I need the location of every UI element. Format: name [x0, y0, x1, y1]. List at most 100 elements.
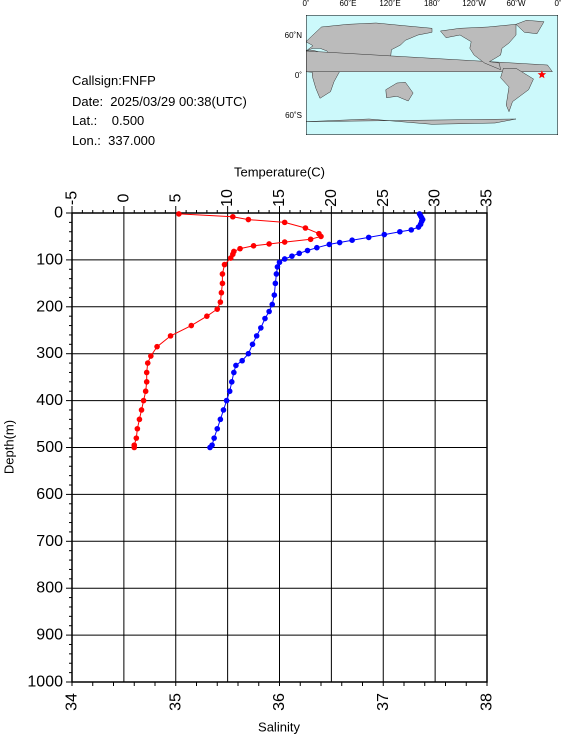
temperature-point — [207, 444, 213, 451]
longitude-label: Lon.: 337.000 — [72, 133, 156, 148]
salinity-axis-title: Salinity — [258, 720, 300, 735]
temperature-point — [245, 350, 252, 357]
map-longitude-label: 180˚ — [424, 0, 440, 8]
temperature-point — [253, 333, 260, 339]
temperature-tick-label: 10 — [219, 189, 236, 207]
temperature-tick-label: 30 — [427, 189, 444, 207]
temperature-point — [415, 224, 422, 230]
temperature-point — [304, 247, 311, 254]
temperature-point — [262, 315, 268, 322]
temperature-point — [365, 234, 372, 241]
temperature-point — [336, 239, 343, 246]
temperature-tick-label: 0 — [115, 193, 132, 202]
tick-marks — [66, 206, 488, 686]
salinity-point — [266, 241, 272, 247]
depth-axis-title: Depth(m) — [2, 420, 17, 474]
temperature-point — [220, 407, 227, 413]
callsign-label: Callsign:FNFP — [72, 73, 156, 88]
depth-tick-label: 100 — [36, 251, 63, 268]
temperature-tick-label: -5 — [64, 191, 81, 205]
temperature-point — [408, 227, 415, 233]
depth-tick-label: 0 — [54, 205, 63, 222]
temperature-series — [207, 211, 426, 451]
map-longitude-label: 0˚ — [302, 0, 309, 8]
map-latitude-label: 60˚N — [285, 31, 303, 40]
temperature-point — [381, 231, 388, 238]
temperature-axis-title: Temperature(C) — [234, 165, 325, 180]
latitude-label: Lat.: 0.500 — [72, 113, 145, 128]
depth-tick-label: 700 — [36, 533, 63, 550]
depth-tick-label: 1000 — [27, 674, 63, 691]
salinity-point — [134, 425, 141, 432]
salinity-point — [217, 299, 224, 305]
salinity-tick-label: 37 — [375, 693, 392, 711]
station-marker-icon — [537, 70, 547, 79]
temperature-point — [289, 253, 295, 259]
salinity-point — [154, 343, 160, 350]
salinity-point — [167, 333, 174, 339]
map-longitude-label: 120˚E — [379, 0, 400, 8]
temperature-point — [314, 244, 320, 251]
salinity-point — [281, 239, 288, 245]
temperature-point — [239, 357, 245, 364]
salinity-point — [245, 216, 252, 223]
salinity-point — [214, 306, 221, 312]
map-longitude-label: 0˚ — [554, 0, 561, 8]
depth-tick-label: 300 — [36, 345, 63, 362]
temperature-point — [228, 379, 235, 385]
depth-tick-label: 500 — [36, 439, 63, 456]
temperature-point — [349, 237, 355, 244]
temperature-point — [249, 341, 256, 348]
salinity-point — [133, 435, 140, 441]
salinity-point — [219, 271, 226, 277]
salinity-point — [143, 379, 150, 385]
map-longitude-label: 120˚W — [462, 0, 486, 8]
date-label: Date: 2025/03/29 00:38(UTC) — [72, 94, 247, 109]
salinity-point — [204, 313, 210, 319]
salinity-point — [140, 397, 147, 404]
temperature-point — [272, 280, 279, 287]
temperature-point — [211, 435, 217, 441]
salinity-point — [230, 213, 236, 220]
map-longitude-label: 60˚W — [506, 0, 526, 8]
temperature-point — [258, 325, 264, 331]
salinity-point — [142, 388, 149, 395]
temperature-point — [281, 256, 288, 262]
temperature-point — [276, 259, 283, 266]
world-map — [305, 14, 559, 140]
salinity-point — [176, 211, 182, 217]
salinity-tick-label: 38 — [479, 693, 496, 711]
temperature-point — [214, 425, 221, 432]
salinity-point — [219, 280, 226, 287]
salinity-point — [188, 322, 195, 329]
salinity-tick-label: 35 — [167, 693, 184, 711]
salinity-point — [218, 289, 225, 296]
depth-tick-label: 400 — [36, 392, 63, 409]
temperature-tick-label: 5 — [167, 193, 184, 202]
depth-tick-label: 600 — [36, 486, 63, 503]
temperature-tick-label: 25 — [375, 189, 392, 207]
temperature-tick-label: 35 — [479, 189, 496, 207]
temperature-point — [274, 264, 281, 270]
map-longitude-label: 60˚E — [340, 0, 357, 8]
salinity-point — [237, 245, 243, 252]
map-land-north-america — [439, 24, 517, 71]
temperature-point — [233, 362, 239, 369]
temperature-point — [231, 369, 237, 376]
temperature-point — [397, 228, 403, 235]
map-land-australia — [385, 82, 414, 102]
temperature-point — [223, 397, 230, 404]
salinity-point — [318, 233, 324, 240]
map-latitude-label: 0˚ — [295, 71, 302, 80]
depth-tick-label: 200 — [36, 298, 63, 315]
map-latitude-label: 60˚S — [285, 111, 302, 120]
temperature-point — [217, 416, 224, 423]
salinity-point — [131, 444, 138, 451]
temperature-point — [271, 292, 278, 298]
temperature-point — [266, 308, 272, 315]
map-land-greenland — [515, 20, 545, 34]
temperature-point — [273, 271, 280, 277]
salinity-point — [136, 416, 143, 423]
temperature-point — [326, 241, 333, 248]
